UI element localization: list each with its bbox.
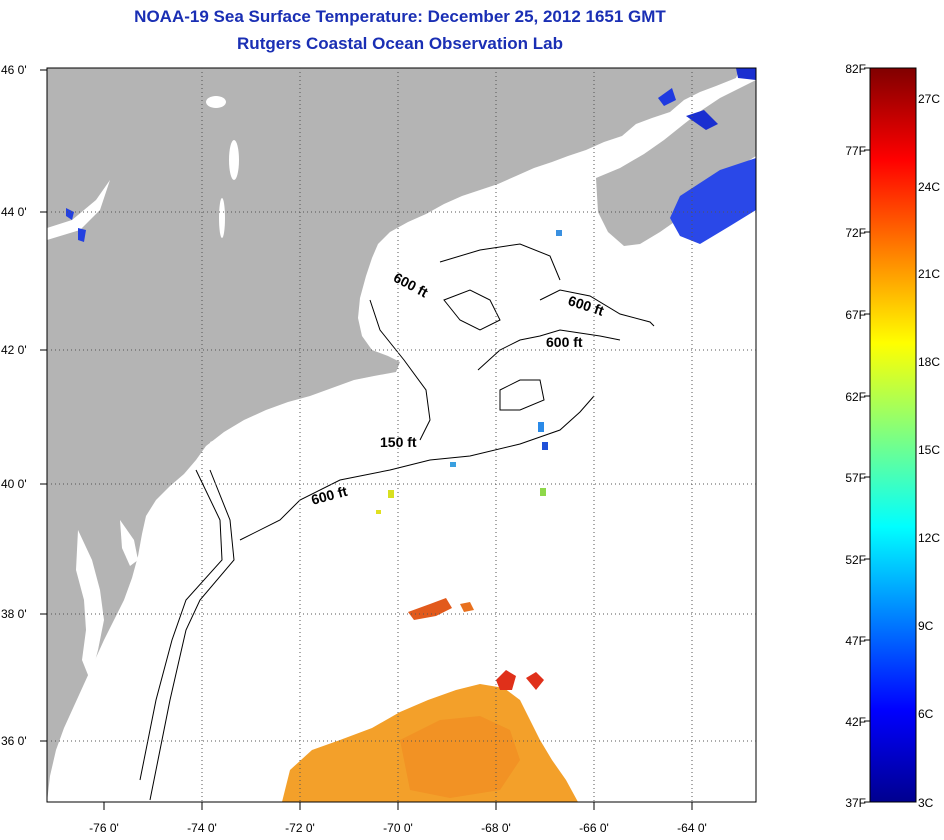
sst-cold-patch — [66, 208, 74, 220]
lat-tick-label: 40 0' — [1, 477, 27, 491]
colorbar-f-label: 72F — [845, 226, 866, 240]
lat-tick-label: 38 0' — [1, 607, 27, 621]
lake-shore — [47, 180, 110, 240]
colorbar-c-label: 18C — [918, 355, 940, 369]
lon-tick-label: -76 0' — [89, 821, 119, 835]
sst-hot-patch — [496, 670, 516, 690]
colorbar-f-label: 57F — [845, 471, 866, 485]
bay-cutout — [76, 530, 104, 680]
colorbar-c-label: 3C — [918, 796, 934, 810]
colorbar-c-label: 9C — [918, 619, 934, 633]
contour-label: 150 ft — [380, 434, 417, 450]
colorbar-c-label: 6C — [918, 707, 934, 721]
sst-patch — [450, 462, 456, 467]
map-border — [46, 67, 757, 803]
sst-patch — [376, 510, 381, 514]
lat-tick-label: 44 0' — [1, 205, 27, 219]
colorbar-c-label: 24C — [918, 180, 940, 194]
sst-cold-patch — [736, 68, 756, 80]
sst-patch — [540, 488, 546, 496]
lon-tick-label: -74 0' — [187, 821, 217, 835]
lat-tick-label: 36 0' — [1, 734, 27, 748]
lat-tick-label: 46 0' — [1, 63, 27, 77]
sst-hot-patch — [460, 602, 474, 612]
colorbar-f-label: 42F — [845, 715, 866, 729]
sst-patch — [542, 442, 548, 450]
colorbar-c-label: 12C — [918, 531, 940, 545]
colorbar-f-label: 47F — [845, 634, 866, 648]
colorbar-c-label: 21C — [918, 267, 940, 281]
colorbar-c-label: 15C — [918, 443, 940, 457]
colorbar-ticks — [864, 67, 870, 803]
sst-patch — [556, 230, 562, 236]
sound-cutout — [210, 396, 340, 448]
axis-ticks — [40, 69, 693, 810]
colorbar — [869, 67, 917, 803]
lon-tick-label: -64 0' — [677, 821, 707, 835]
sst-patch — [538, 422, 544, 432]
sst-warm-region — [400, 716, 520, 798]
lon-tick-label: -68 0' — [481, 821, 511, 835]
colorbar-c-label: 27C — [918, 92, 940, 106]
bay-cutout — [120, 520, 138, 566]
lon-tick-label: -66 0' — [579, 821, 609, 835]
lat-tick-label: 42 0' — [1, 343, 27, 357]
lon-tick-label: -70 0' — [383, 821, 413, 835]
sst-cold-patch — [78, 228, 86, 242]
sst-patch — [388, 490, 394, 498]
map-subtitle: Rutgers Coastal Ocean Observation Lab — [237, 34, 563, 53]
lake — [206, 96, 226, 108]
colorbar-f-label: 52F — [845, 553, 866, 567]
lake — [219, 198, 225, 238]
sst-hot-patch — [526, 672, 544, 690]
lon-tick-label: -72 0' — [285, 821, 315, 835]
land-nova-scotia — [596, 80, 756, 246]
colorbar-f-label: 67F — [845, 308, 866, 322]
land-mainland — [47, 68, 740, 802]
sst-cold-patch — [686, 110, 718, 130]
colorbar-f-label: 77F — [845, 144, 866, 158]
sst-cold-patch — [658, 88, 676, 106]
map-title: NOAA-19 Sea Surface Temperature: Decembe… — [134, 7, 666, 26]
colorbar-f-label: 82F — [845, 62, 866, 76]
colorbar-f-label: 62F — [845, 390, 866, 404]
sst-cold-patch — [670, 158, 756, 244]
lake — [229, 140, 239, 180]
contour-label: 600 ft — [546, 334, 583, 350]
colorbar-f-label: 37F — [845, 796, 866, 810]
